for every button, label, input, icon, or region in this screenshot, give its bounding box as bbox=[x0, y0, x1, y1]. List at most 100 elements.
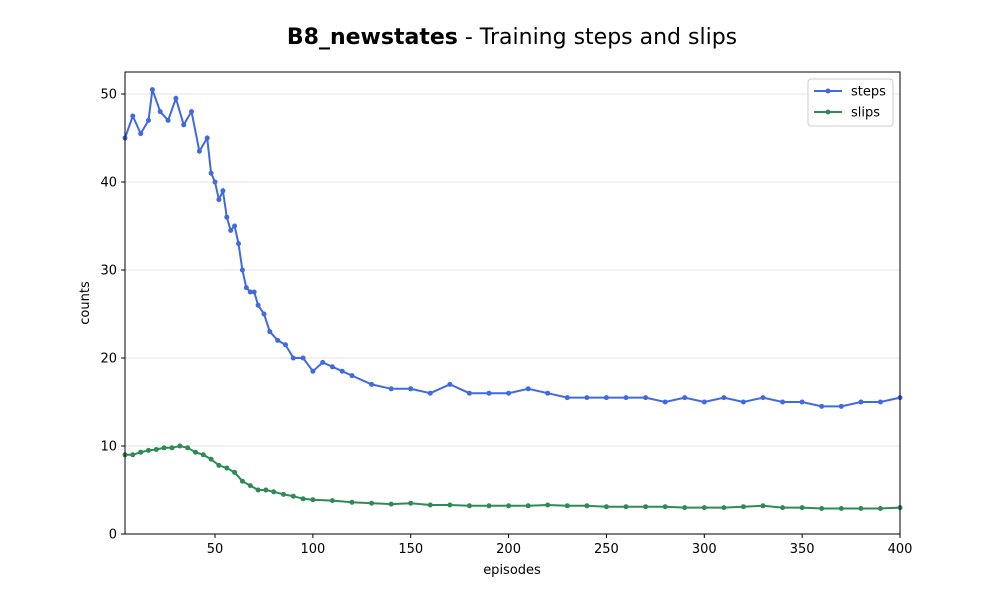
data-point-steps bbox=[682, 395, 688, 401]
data-point-steps bbox=[239, 267, 245, 273]
data-point-steps bbox=[267, 329, 273, 335]
x-tick-label: 300 bbox=[692, 542, 717, 557]
y-tick-label: 20 bbox=[100, 352, 117, 367]
data-point-slips bbox=[239, 478, 245, 484]
data-point-steps bbox=[157, 109, 163, 115]
data-point-slips bbox=[564, 503, 570, 509]
x-tick-label: 100 bbox=[300, 542, 325, 557]
legend-marker-steps bbox=[825, 88, 831, 94]
data-point-slips bbox=[838, 506, 844, 511]
data-point-slips bbox=[310, 497, 316, 503]
data-point-slips bbox=[858, 506, 864, 511]
data-point-slips bbox=[146, 447, 151, 453]
plot-frame bbox=[124, 71, 901, 535]
data-point-slips bbox=[662, 504, 668, 510]
data-point-steps bbox=[320, 359, 326, 365]
data-point-slips bbox=[799, 505, 805, 511]
data-point-steps bbox=[388, 386, 394, 392]
data-point-steps bbox=[466, 390, 472, 396]
grid-lines bbox=[125, 93, 900, 535]
legend-marker-slips bbox=[825, 109, 831, 115]
data-point-slips bbox=[177, 443, 183, 449]
data-point-steps bbox=[189, 109, 194, 115]
data-point-slips bbox=[506, 503, 512, 509]
data-point-slips bbox=[701, 505, 707, 511]
data-point-steps bbox=[251, 289, 257, 295]
chart-title: B8_newstates - Training steps and slips bbox=[287, 25, 737, 50]
data-point-slips bbox=[281, 491, 286, 497]
data-point-steps bbox=[236, 241, 241, 247]
data-point-steps bbox=[603, 395, 609, 401]
data-point-slips bbox=[200, 452, 206, 458]
legend-label-slips: slips bbox=[851, 106, 880, 121]
series-layer bbox=[122, 87, 903, 511]
data-point-slips bbox=[877, 506, 883, 511]
data-point-steps bbox=[799, 399, 805, 405]
y-tick-label: 50 bbox=[100, 88, 117, 103]
x-tick-label: 400 bbox=[888, 542, 913, 557]
data-point-slips bbox=[193, 449, 198, 455]
data-point-slips bbox=[603, 504, 609, 510]
data-point-slips bbox=[486, 503, 492, 509]
data-point-slips bbox=[760, 503, 766, 509]
data-point-slips bbox=[232, 469, 238, 475]
data-point-slips bbox=[447, 502, 453, 508]
data-point-slips bbox=[623, 504, 629, 510]
legend-item-slips: slips bbox=[814, 106, 880, 121]
y-axis-label: counts bbox=[78, 281, 93, 325]
y-tick-label: 0 bbox=[109, 528, 117, 543]
data-point-slips bbox=[349, 499, 355, 505]
data-point-slips bbox=[271, 489, 277, 495]
data-point-steps bbox=[224, 214, 230, 220]
data-point-slips bbox=[584, 503, 590, 509]
y-tick-label: 30 bbox=[100, 264, 117, 279]
data-point-steps bbox=[261, 311, 267, 317]
data-point-steps bbox=[173, 95, 179, 101]
data-point-steps bbox=[819, 403, 825, 409]
x-axis-label: episodes bbox=[483, 563, 541, 578]
data-point-slips bbox=[169, 445, 175, 451]
data-point-steps bbox=[427, 390, 433, 396]
data-point-steps bbox=[838, 403, 844, 409]
x-tick-label: 50 bbox=[207, 542, 224, 557]
data-point-steps bbox=[216, 197, 222, 203]
data-point-steps bbox=[130, 113, 136, 119]
data-point-steps bbox=[247, 289, 253, 295]
data-point-slips bbox=[545, 502, 551, 508]
data-point-steps bbox=[310, 368, 316, 374]
series-steps bbox=[122, 87, 903, 409]
data-point-steps bbox=[255, 302, 261, 308]
data-point-steps bbox=[486, 390, 492, 396]
data-point-slips bbox=[138, 449, 144, 455]
y-tick-label: 10 bbox=[100, 440, 117, 455]
data-point-slips bbox=[721, 505, 727, 511]
data-point-steps bbox=[545, 390, 551, 396]
data-point-steps bbox=[506, 390, 512, 396]
data-point-steps bbox=[740, 399, 746, 405]
data-point-slips bbox=[300, 496, 306, 502]
data-point-slips bbox=[255, 487, 261, 493]
data-point-steps bbox=[858, 399, 864, 405]
data-point-steps bbox=[662, 399, 668, 405]
data-point-steps bbox=[196, 148, 202, 154]
data-point-steps bbox=[329, 364, 335, 370]
data-point-slips bbox=[819, 506, 825, 511]
chart-title-rest: - Training steps and slips bbox=[458, 25, 737, 50]
x-tick-label: 200 bbox=[496, 542, 521, 557]
data-point-slips bbox=[216, 462, 222, 468]
x-tick-label: 150 bbox=[398, 542, 423, 557]
data-point-slips bbox=[466, 503, 472, 509]
data-point-slips bbox=[525, 503, 531, 509]
data-point-steps bbox=[283, 342, 288, 348]
data-point-steps bbox=[149, 87, 155, 93]
legend-label-steps: steps bbox=[851, 85, 886, 100]
y-tick-label: 40 bbox=[100, 176, 117, 191]
data-point-steps bbox=[290, 355, 296, 361]
data-point-steps bbox=[243, 285, 249, 291]
data-point-slips bbox=[208, 456, 214, 462]
data-point-steps bbox=[232, 223, 238, 229]
legend: steps slips bbox=[807, 78, 894, 127]
data-point-steps bbox=[204, 135, 210, 141]
data-point-slips bbox=[247, 483, 253, 489]
